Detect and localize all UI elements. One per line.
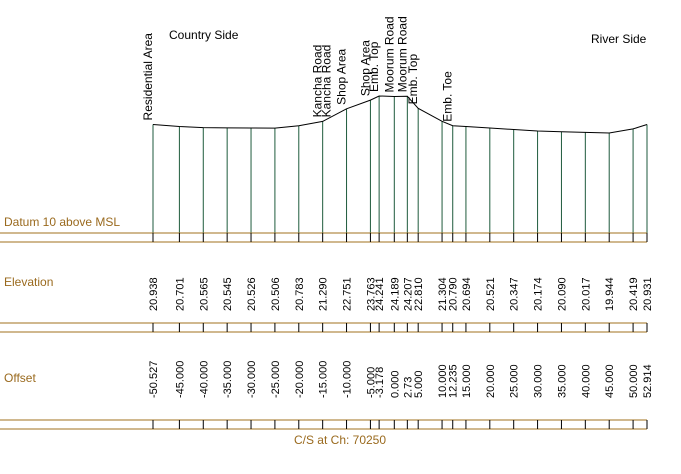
feature-label: Emb. Toe xyxy=(441,71,455,122)
offset-value: -35.000 xyxy=(222,361,234,398)
feature-label: Kancha Road xyxy=(320,45,334,118)
elevation-value: 21.304 xyxy=(437,277,449,311)
offset-value: 52.914 xyxy=(642,364,654,398)
elevation-value: 22.810 xyxy=(413,277,425,311)
offset-value: 12.235 xyxy=(448,364,460,398)
datum-label: Datum 10 above MSL xyxy=(4,215,120,229)
offset-value: 2.73 xyxy=(402,377,414,398)
country-side-label: Country Side xyxy=(169,28,239,42)
offset-value: -30.000 xyxy=(246,361,258,398)
offset-value: -3.178 xyxy=(374,367,386,398)
elevation-value: 20.938 xyxy=(148,277,160,311)
elevation-value: 20.419 xyxy=(628,277,640,311)
offset-value: -50.527 xyxy=(148,361,160,398)
elevation-value: 20.521 xyxy=(485,277,497,311)
elevation-value: 20.783 xyxy=(294,277,306,311)
feature-label: Emb. Top xyxy=(367,41,381,92)
feature-label: Residential Area xyxy=(141,33,155,121)
offset-value: 45.000 xyxy=(604,364,616,398)
band-ticks xyxy=(152,233,648,429)
offset-values: -50.527 -45.000 -40.000 -35.000 -30.000 -25.0… xyxy=(148,361,654,398)
section-title: C/S at Ch: 70250 xyxy=(294,433,386,447)
offset-row-label: Offset xyxy=(4,371,36,385)
offset-value: -10.000 xyxy=(342,361,354,398)
offset-value: -15.000 xyxy=(318,361,330,398)
offset-value: -40.000 xyxy=(198,361,210,398)
elevation-value: 19.944 xyxy=(604,277,616,311)
elevation-value: 20.506 xyxy=(270,277,282,311)
elevation-value: 24.189 xyxy=(389,277,401,311)
elevation-values: 20.938 20.701 20.565 20.545 20.526 20.506 20.7… xyxy=(148,277,654,311)
offset-value: 10.000 xyxy=(437,364,449,398)
offset-value: -25.000 xyxy=(270,361,282,398)
feature-label: Kancha Road xyxy=(311,45,325,118)
feature-label: Moorum Road xyxy=(382,16,396,92)
elevation-value: 24.207 xyxy=(402,277,414,311)
elevation-value: 20.931 xyxy=(642,277,654,311)
feature-label: Emb. Top xyxy=(406,54,420,105)
ground-profile-line xyxy=(152,95,648,134)
elevation-value: 20.565 xyxy=(198,277,210,311)
elevation-value: 20.790 xyxy=(448,277,460,311)
river-side-label: River Side xyxy=(591,32,647,46)
offset-value: 15.000 xyxy=(461,364,473,398)
elevation-value: 20.174 xyxy=(533,277,545,311)
elevation-value: 20.694 xyxy=(461,277,473,311)
elevation-value: 20.090 xyxy=(556,277,568,311)
feature-label: Shop Area xyxy=(335,48,349,104)
station-lines xyxy=(152,96,648,233)
elevation-value: 23.763 xyxy=(365,277,377,311)
offset-value: 25.000 xyxy=(509,364,521,398)
elevation-value: 20.545 xyxy=(222,277,234,311)
offset-value: 50.000 xyxy=(628,364,640,398)
offset-value: 35.000 xyxy=(556,364,568,398)
offset-value: -5.000 xyxy=(365,367,377,398)
elevation-value: 24.241 xyxy=(374,277,386,311)
offset-value: 20.000 xyxy=(485,364,497,398)
offset-value: -45.000 xyxy=(174,361,186,398)
elevation-row-label: Elevation xyxy=(4,275,53,289)
offset-value: 5.000 xyxy=(413,370,425,398)
elevation-value: 21.290 xyxy=(318,277,330,311)
offset-value: 0.000 xyxy=(389,370,401,398)
offset-value: 40.000 xyxy=(580,364,592,398)
elevation-value: 20.526 xyxy=(246,277,258,311)
elevation-value: 22.751 xyxy=(342,277,354,311)
elevation-value: 20.017 xyxy=(580,277,592,311)
offset-value: 30.000 xyxy=(533,364,545,398)
feature-label: Shop Area xyxy=(358,40,372,96)
elevation-value: 20.701 xyxy=(174,277,186,311)
feature-label: Moorum Road xyxy=(395,16,409,92)
elevation-value: 20.347 xyxy=(509,277,521,311)
offset-value: -20.000 xyxy=(294,361,306,398)
